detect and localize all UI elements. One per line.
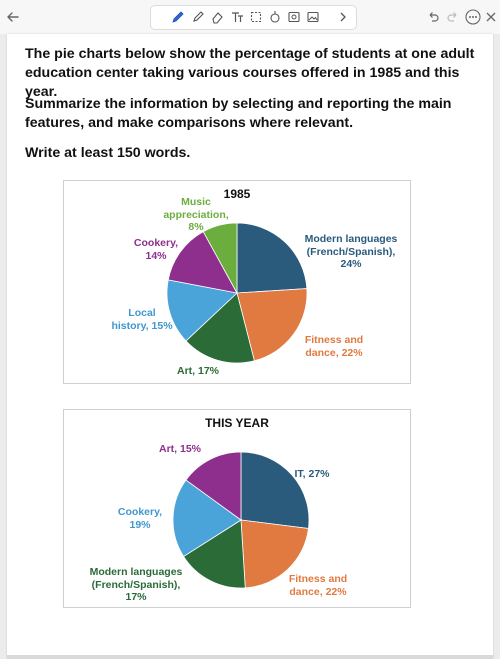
- image-icon[interactable]: [287, 10, 301, 24]
- pie-this-year-slice-1: [240, 519, 309, 589]
- pie-1985-svg: [166, 222, 308, 364]
- pie-1985-slice-5: [202, 222, 238, 294]
- pie-this-year-slice-2: [183, 519, 246, 589]
- more-tools-icon[interactable]: [336, 10, 350, 24]
- pen-icon[interactable]: [171, 10, 185, 24]
- redo-icon[interactable]: [444, 8, 462, 26]
- shape-icon[interactable]: [268, 10, 282, 24]
- prompt-paragraph-3: Write at least 150 words.: [25, 145, 191, 161]
- label-fitness-1985: Fitness and dance, 22%: [304, 334, 364, 359]
- document-page: The pie charts below show the percentage…: [7, 34, 493, 659]
- label-modern-languages-1985: Modern languages (French/Spanish), 24%: [304, 233, 398, 270]
- chart-title-this-year: THIS YEAR: [205, 416, 269, 430]
- text-icon[interactable]: [230, 10, 244, 24]
- label-it-this-year: IT, 27%: [294, 468, 330, 480]
- page-bottom-edge: [7, 655, 493, 659]
- label-local-history-1985: Local history, 15%: [111, 307, 173, 332]
- more-icon[interactable]: [464, 8, 482, 26]
- chart-this-year: THIS YEAR IT, 27% Fitness and dance, 22%…: [63, 409, 411, 608]
- pie-1985-slice-4: [167, 231, 238, 294]
- pie-this-year-slice-0: [240, 451, 310, 529]
- label-music-1985: Music appreciation, 8%: [163, 196, 229, 233]
- pie-this-year-slice-3: [172, 479, 242, 557]
- pie-1985-slice-1: [236, 288, 308, 362]
- camera-icon[interactable]: [306, 10, 320, 24]
- close-icon[interactable]: [482, 8, 500, 26]
- back-arrow-icon[interactable]: [4, 8, 22, 26]
- lasso-icon[interactable]: [249, 10, 263, 24]
- label-fitness-this-year: Fitness and dance, 22%: [288, 573, 348, 598]
- pie-1985-slice-3: [166, 279, 238, 342]
- label-cookery-1985: Cookery, 14%: [133, 237, 179, 262]
- top-toolbar: [0, 0, 500, 34]
- drawing-tools-group: [150, 5, 357, 30]
- chart-1985: 1985 Modern languages (French/Spanish), …: [63, 180, 411, 384]
- prompt-paragraph-2: Summarize the information by selecting a…: [25, 96, 452, 131]
- prompt-paragraph-1: The pie charts below show the percentage…: [25, 46, 475, 100]
- chart-title-1985: 1985: [223, 187, 251, 201]
- pie-this-year-slice-4: [185, 451, 242, 521]
- pie-1985-slice-0: [236, 222, 308, 294]
- eraser-icon[interactable]: [211, 10, 225, 24]
- pie-1985-slice-2: [185, 292, 255, 364]
- label-cookery-this-year: Cookery, 19%: [117, 506, 163, 531]
- label-modern-languages-this-year: Modern languages (French/Spanish), 17%: [89, 566, 183, 603]
- undo-icon[interactable]: [424, 8, 442, 26]
- label-art-1985: Art, 17%: [176, 365, 219, 377]
- pie-this-year-svg: [172, 451, 310, 589]
- label-art-this-year: Art, 15%: [158, 443, 201, 455]
- highlighter-icon[interactable]: [191, 10, 205, 24]
